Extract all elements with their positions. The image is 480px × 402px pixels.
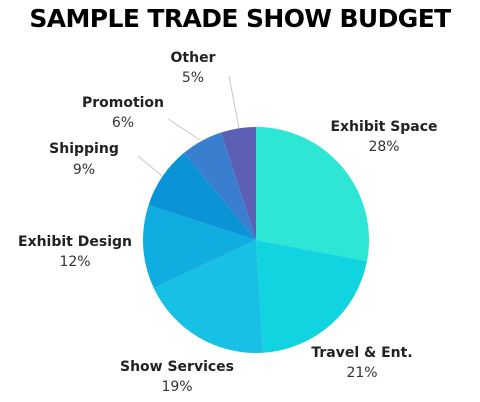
slice-label: Promotion — [82, 95, 164, 111]
slice-labels: Exhibit Space 28% Travel & Ent. 21% Show Ser… — [18, 50, 438, 395]
leader-line — [137, 155, 163, 177]
pie-slice-other — [221, 127, 256, 240]
slice-label: Exhibit Design — [18, 234, 132, 250]
slice-value-label: 21% — [346, 365, 377, 381]
slice-label: Show Services — [120, 359, 234, 375]
pie-slice-show-services — [153, 240, 264, 354]
pie-slices — [142, 127, 370, 354]
slice-value-label: 19% — [161, 379, 192, 395]
chart-title: SAMPLE TRADE SHOW BUDGET — [29, 4, 451, 33]
pie-slice-shipping — [148, 152, 256, 240]
slice-value-label: 12% — [59, 254, 90, 270]
pie-slice-travel-ent — [256, 240, 367, 353]
pie-slice-promotion — [183, 132, 256, 240]
slice-value-label: 9% — [73, 162, 95, 178]
pie-slice-exhibit-space — [256, 127, 370, 262]
leader-line — [228, 75, 240, 129]
slice-value-label: 5% — [182, 70, 204, 86]
slice-label: Exhibit Space — [330, 119, 437, 135]
slice-value-label: 6% — [112, 115, 134, 131]
slice-label: Shipping — [49, 141, 119, 157]
slice-label: Travel & Ent. — [311, 345, 412, 361]
slice-label: Other — [171, 50, 216, 66]
slice-value-label: 28% — [368, 139, 399, 155]
pie-slice-exhibit-design — [142, 205, 256, 289]
leader-lines — [137, 75, 240, 177]
leader-line — [167, 118, 201, 141]
